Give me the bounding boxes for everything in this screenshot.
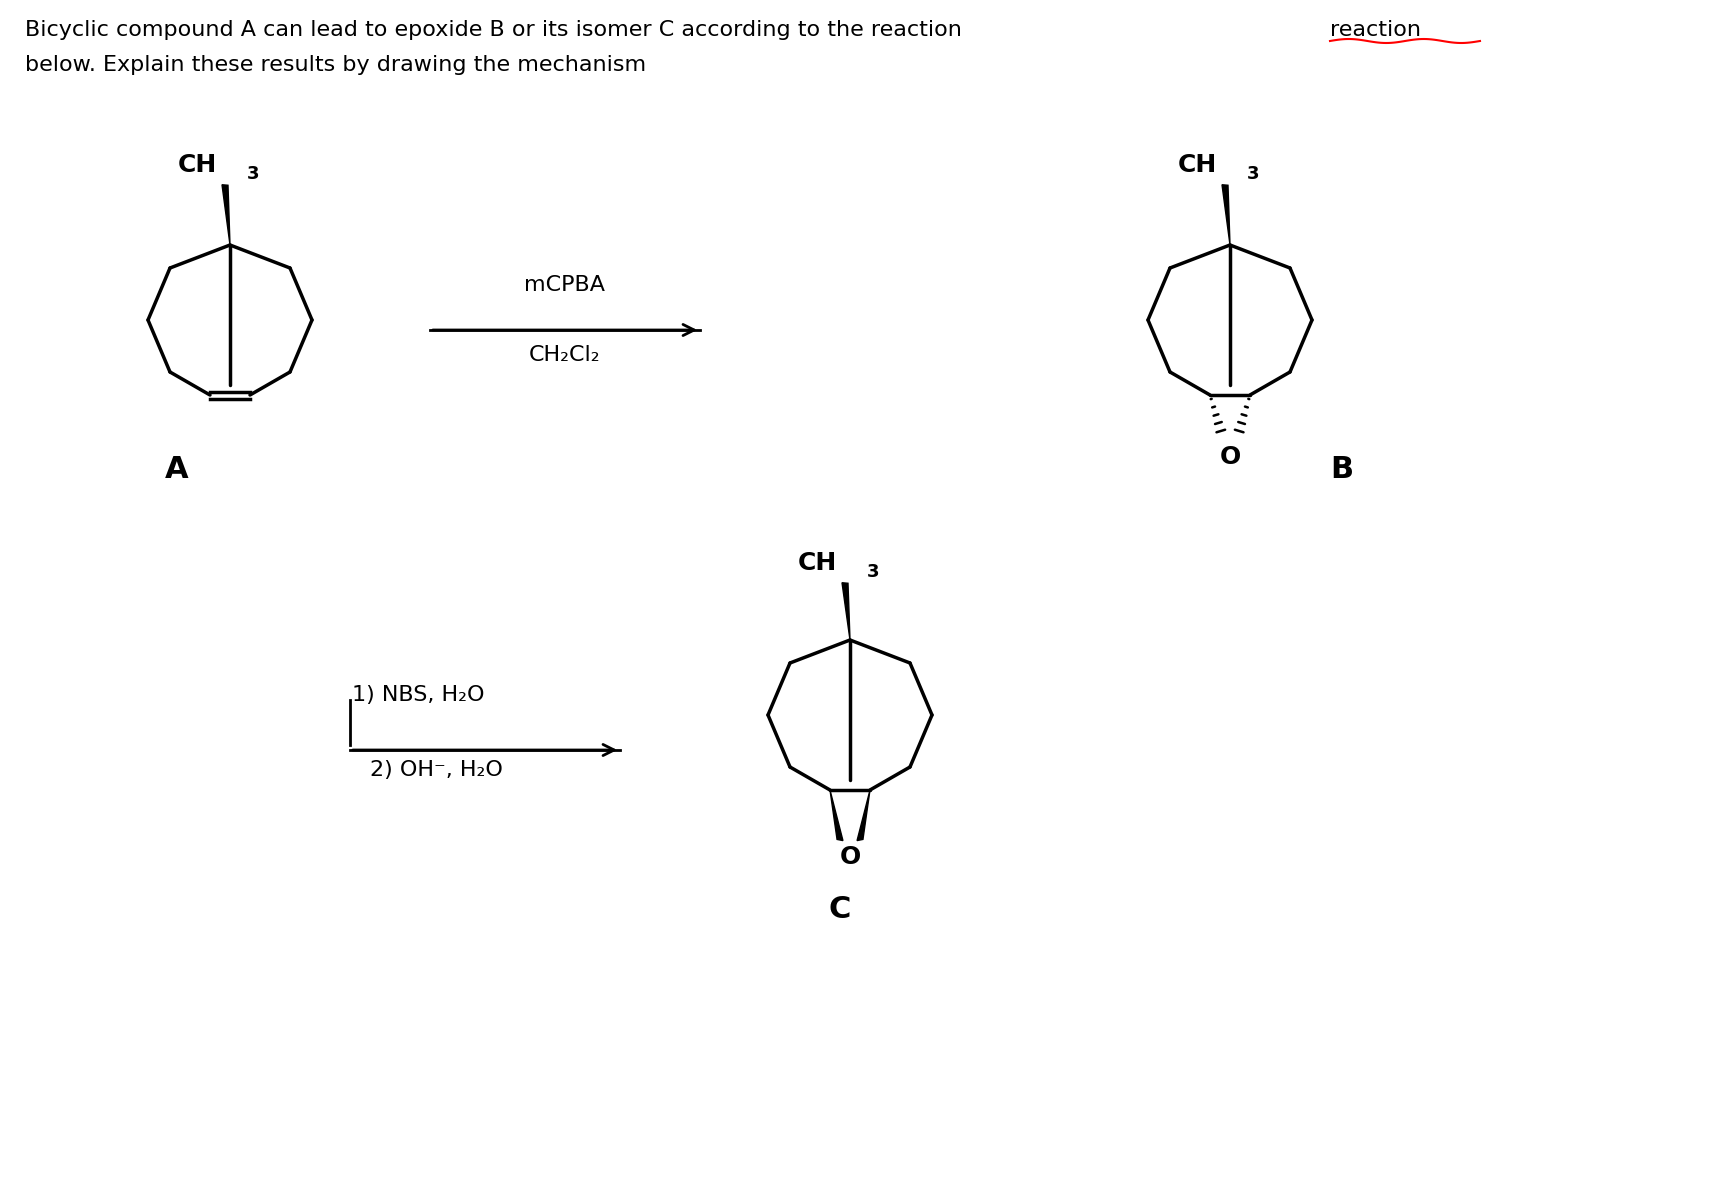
Polygon shape [842, 582, 850, 640]
Text: A: A [165, 455, 189, 485]
Polygon shape [830, 790, 843, 841]
Text: CH: CH [799, 551, 836, 575]
Text: Bicyclic compound A can lead to epoxide B or its isomer C according to the react: Bicyclic compound A can lead to epoxide … [26, 20, 969, 40]
Text: O: O [840, 845, 860, 869]
Polygon shape [857, 790, 871, 841]
Text: O: O [1220, 444, 1241, 469]
Text: 3: 3 [867, 564, 879, 581]
Text: B: B [1330, 455, 1353, 485]
Text: C: C [830, 895, 852, 924]
Polygon shape [1222, 185, 1231, 245]
Text: reaction: reaction [1330, 20, 1422, 40]
Text: 1) NBS, H₂O: 1) NBS, H₂O [353, 685, 485, 705]
Polygon shape [222, 185, 231, 245]
Text: below. Explain these results by drawing the mechanism: below. Explain these results by drawing … [26, 55, 645, 75]
Text: CH: CH [1177, 153, 1217, 177]
Text: 2) OH⁻, H₂O: 2) OH⁻, H₂O [370, 760, 503, 780]
Text: 3: 3 [1248, 165, 1260, 183]
Text: mCPBA: mCPBA [525, 275, 606, 295]
Text: CH₂Cl₂: CH₂Cl₂ [528, 345, 601, 365]
Text: CH: CH [177, 153, 217, 177]
Text: 3: 3 [248, 165, 260, 183]
